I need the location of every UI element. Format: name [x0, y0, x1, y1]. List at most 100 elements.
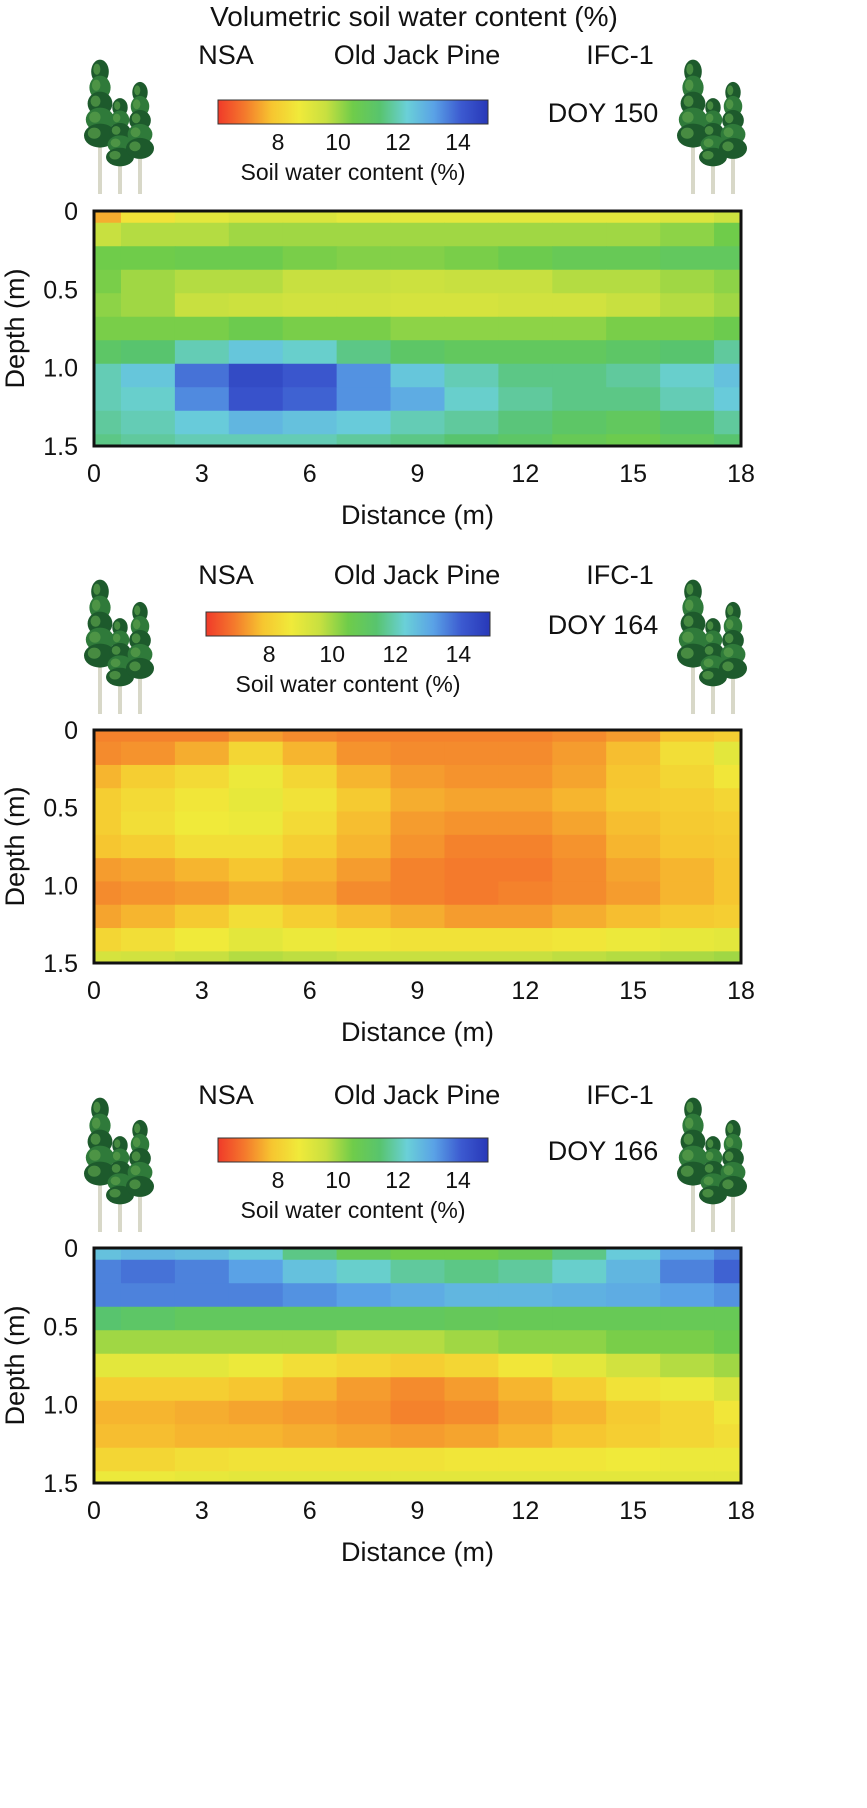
heatmap-cell: [660, 834, 715, 859]
heatmap-cell: [336, 293, 392, 318]
heatmap-cell: [174, 1424, 230, 1449]
heatmap-cell: [94, 764, 122, 789]
heatmap-cell: [94, 1259, 122, 1284]
heatmap-cell: [444, 951, 499, 964]
heatmap-cell: [660, 222, 715, 247]
heatmap-cell: [120, 904, 176, 929]
heatmap-cell: [174, 1283, 230, 1308]
heatmap-cell: [228, 1424, 284, 1449]
heatmap-cell: [660, 434, 715, 447]
heatmap-cell: [660, 928, 715, 952]
heatmap-cell: [714, 834, 742, 859]
tree-foliage-highlight: [134, 605, 141, 616]
heatmap-cell: [94, 904, 122, 929]
heatmap-cells: [94, 730, 742, 964]
heatmap-cell: [498, 269, 553, 294]
tree-foliage-highlight: [93, 1101, 101, 1113]
heatmap-cell: [498, 811, 553, 836]
heatmap-cell: [282, 1424, 338, 1449]
heatmap-cell: [336, 269, 392, 294]
heatmap-cell: [120, 222, 176, 247]
tree-foliage-highlight: [90, 615, 101, 627]
heatmap-cell: [444, 904, 499, 929]
heatmap-cell: [714, 1377, 742, 1402]
heatmap-cell: [444, 741, 499, 766]
heatmap-cell: [552, 211, 607, 224]
heatmap-cell: [552, 928, 607, 952]
colorbar-tick-label: 8: [263, 641, 276, 667]
heatmap-cell: [174, 881, 230, 906]
heatmap-cell: [390, 316, 446, 341]
heatmap-cell: [606, 881, 661, 906]
heatmap-cell: [660, 1259, 715, 1284]
heatmap-cell: [498, 1377, 553, 1402]
heatmap-cell: [282, 1400, 338, 1425]
heatmap-cell: [444, 410, 499, 435]
heatmap-cell: [444, 730, 499, 743]
colorbar: [205, 611, 491, 637]
y-tick-label: 1.5: [43, 1470, 78, 1498]
heatmap-cell: [228, 269, 284, 294]
heatmap-cell: [714, 764, 742, 789]
y-axis-label: Depth (m): [0, 786, 30, 906]
heatmap-cell: [606, 1353, 661, 1378]
heatmap-cell: [498, 340, 553, 365]
x-tick-label: 9: [411, 1497, 425, 1525]
heatmap-cell: [660, 1330, 715, 1355]
heatmap-cell: [336, 1471, 392, 1484]
heatmap-cell: [714, 1259, 742, 1284]
colorbar-tick-label: 12: [383, 641, 409, 667]
heatmap-cell: [390, 1283, 446, 1308]
heatmap-cell: [94, 246, 122, 271]
heatmap-cell: [336, 858, 392, 883]
heatmap-cell: [120, 340, 176, 365]
heatmap-cell: [336, 387, 392, 412]
heatmap-cell: [282, 811, 338, 836]
heatmap-cell: [120, 834, 176, 859]
heatmap-cell: [498, 1471, 553, 1484]
tree-foliage-highlight: [87, 127, 101, 139]
heatmap-cell: [336, 246, 392, 271]
heatmap-cell: [444, 387, 499, 412]
heatmap-cell: [390, 1259, 446, 1284]
heatmap-cell: [660, 316, 715, 341]
heatmap-cell: [606, 293, 661, 318]
heatmap-cell: [552, 858, 607, 883]
heatmap-cell: [660, 1400, 715, 1425]
heatmap-cell: [228, 834, 284, 859]
heatmap-cell: [120, 1306, 176, 1331]
tree-foliage-highlight: [702, 150, 714, 160]
heatmap-cell: [282, 363, 338, 388]
heatmap-cell: [228, 951, 284, 964]
colorbar: [217, 1137, 489, 1163]
tree-foliage-highlight: [684, 1117, 694, 1129]
heatmap-cell: [228, 363, 284, 388]
heatmap-cell: [444, 928, 499, 952]
heatmap-cell: [336, 316, 392, 341]
tree-foliage-highlight: [705, 633, 714, 643]
plot-frame: [92, 209, 743, 448]
heatmap-cell: [498, 1306, 553, 1331]
heatmap-cell: [94, 340, 122, 365]
heatmap-cell: [174, 410, 230, 435]
heatmap-cell: [390, 269, 446, 294]
heatmap-cell: [282, 1283, 338, 1308]
tree-foliage-highlight: [722, 1179, 734, 1190]
heatmap-cell: [94, 211, 122, 224]
heatmap-cell: [174, 1353, 230, 1378]
heatmap-cell: [714, 434, 742, 447]
tree-foliage-highlight: [134, 85, 141, 96]
header-site: Old Jack Pine: [334, 560, 501, 590]
tree-foliage-highlight: [686, 583, 694, 595]
heatmap-cell: [94, 1306, 122, 1331]
heatmap-cell: [444, 316, 499, 341]
heatmap-cell: [444, 858, 499, 883]
tree-foliage-highlight: [682, 111, 694, 123]
heatmap-cell: [552, 387, 607, 412]
heatmap-cell: [94, 788, 122, 813]
colorbar-tick-label: 14: [445, 129, 471, 155]
x-tick-label: 6: [303, 460, 317, 488]
heatmap-cell: [282, 434, 338, 447]
heatmap-cell: [174, 730, 230, 743]
heatmap-cell: [498, 741, 553, 766]
